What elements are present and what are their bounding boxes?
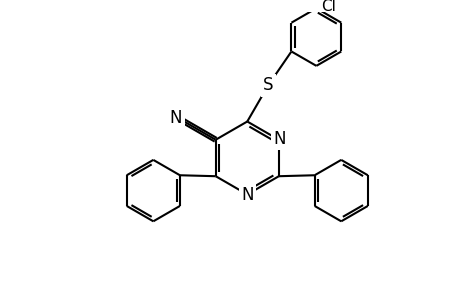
Text: N: N: [273, 130, 285, 148]
Text: N: N: [241, 186, 253, 204]
Text: Cl: Cl: [320, 0, 336, 14]
Text: S: S: [263, 76, 273, 94]
Text: N: N: [169, 109, 182, 127]
